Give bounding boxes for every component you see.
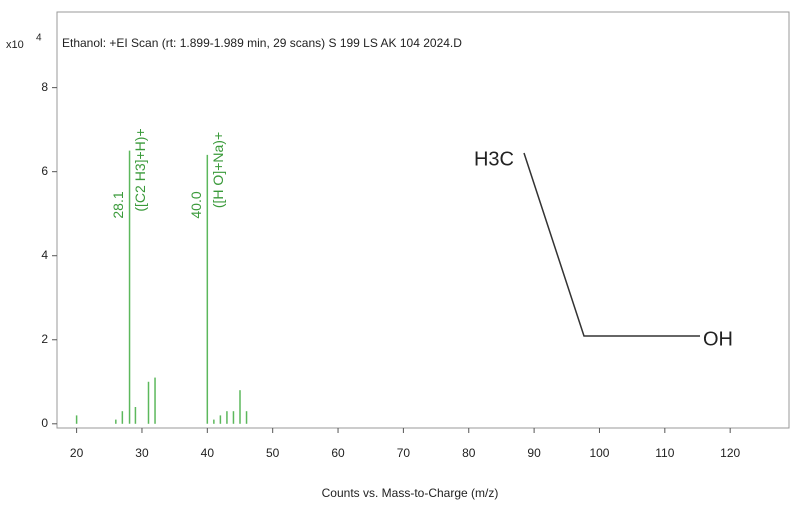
x-tick-label: 50 [266,446,280,460]
x-tick-label: 40 [201,446,215,460]
structure: H3C OH [474,148,733,350]
peak-ion: ([H O]+Na)+ [210,132,226,208]
structure-label: H3C [474,148,514,170]
x-tick-label: 110 [655,446,674,460]
peak-label: 28.1 [110,191,126,218]
peak-ion: ([C2 H3]+H)+ [132,128,148,211]
y-tick-label: 8 [41,80,48,94]
y-tick-label: 4 [41,248,48,262]
plot-frame [56,11,790,429]
x-tick-label: 80 [462,446,476,460]
y-scale-exponent: 4 [36,33,42,44]
chart-title: Ethanol: +EI Scan (rt: 1.899-1.989 min, … [62,36,462,50]
peak-label: 40.0 [188,191,204,218]
y-tick-label: 6 [41,164,48,178]
structure-label: OH [703,328,733,350]
x-tick-label: 60 [331,446,345,460]
x-tick-label: 30 [135,446,149,460]
x-tick-label: 100 [589,446,609,460]
y-scale-label: x10 [6,39,24,51]
y-tick-label: 0 [41,416,48,430]
x-tick-label: 90 [527,446,541,460]
x-axis-title: Counts vs. Mass-to-Charge (m/z) [322,486,499,500]
bond [523,152,700,337]
x-tick-label: 70 [397,446,411,460]
y-tick-label: 2 [41,332,48,346]
x-tick-label: 120 [720,446,740,460]
x-tick-label: 20 [70,446,84,460]
